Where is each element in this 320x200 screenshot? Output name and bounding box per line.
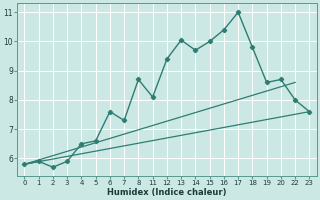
X-axis label: Humidex (Indice chaleur): Humidex (Indice chaleur) [107, 188, 227, 197]
